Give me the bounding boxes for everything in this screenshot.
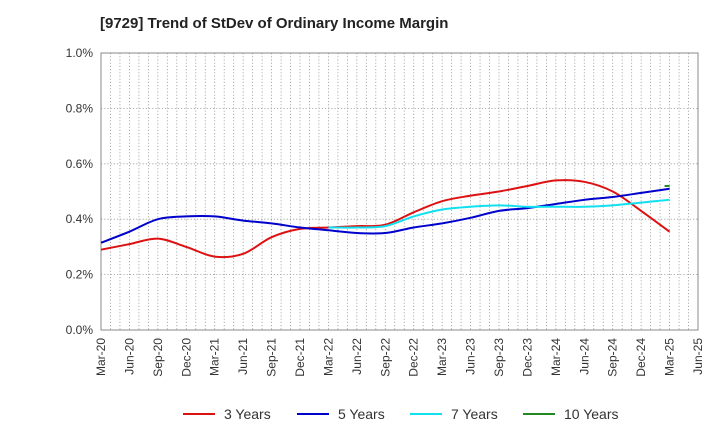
x-tick-label: Jun-20 bbox=[122, 338, 136, 375]
x-tick-label: Jun-24 bbox=[577, 338, 591, 375]
y-tick-label: 0.2% bbox=[66, 268, 94, 282]
plot-border bbox=[100, 52, 699, 331]
x-tick-label: Sep-24 bbox=[606, 338, 620, 377]
series-lines bbox=[100, 179, 671, 259]
x-tick-label: Mar-20 bbox=[94, 338, 108, 376]
y-tick-label: 0.4% bbox=[66, 212, 94, 226]
x-tick-label: Sep-21 bbox=[265, 338, 279, 377]
legend-label: 5 Years bbox=[338, 406, 385, 422]
x-tick-label: Mar-22 bbox=[321, 338, 335, 376]
y-tick-label: 0.0% bbox=[66, 323, 94, 337]
x-tick-label: Dec-21 bbox=[293, 338, 307, 377]
x-tick-label: Sep-22 bbox=[378, 338, 392, 377]
x-tick-label: Mar-25 bbox=[663, 338, 677, 376]
grid bbox=[101, 53, 698, 330]
legend-label: 10 Years bbox=[564, 406, 619, 422]
x-tick-label: Dec-23 bbox=[520, 338, 534, 377]
x-tick-label: Mar-24 bbox=[549, 338, 563, 376]
x-tick-label: Jun-23 bbox=[464, 338, 478, 375]
x-tick-label: Jun-25 bbox=[691, 338, 705, 375]
x-tick-label: Dec-20 bbox=[179, 338, 193, 377]
x-tick-label: Mar-23 bbox=[435, 338, 449, 376]
x-tick-label: Jun-21 bbox=[236, 338, 250, 375]
x-tick-label: Dec-22 bbox=[407, 338, 421, 377]
y-tick-label: 0.6% bbox=[66, 157, 94, 171]
x-tick-label: Sep-23 bbox=[492, 338, 506, 377]
y-tick-label: 1.0% bbox=[66, 46, 94, 60]
x-tick-label: Jun-22 bbox=[350, 338, 364, 375]
legend-label: 7 Years bbox=[451, 406, 498, 422]
x-tick-label: Dec-24 bbox=[634, 338, 648, 377]
y-tick-label: 0.8% bbox=[66, 101, 94, 115]
x-tick-label: Mar-21 bbox=[208, 338, 222, 376]
series-line-3-years bbox=[100, 179, 671, 259]
legend-label: 3 Years bbox=[224, 406, 271, 422]
x-tick-label: Sep-20 bbox=[151, 338, 165, 377]
axes: 0.0% 0.2% 0.4% 0.6% 0.8% 1.0% Mar-20 Jun-20 Sep-… bbox=[66, 46, 705, 377]
series-line-7-years bbox=[328, 198, 670, 229]
series-line-5-years bbox=[100, 187, 670, 244]
chart-title: [9729] Trend of StDev of Ordinary Income… bbox=[100, 15, 449, 32]
legend: 3 Years 5 Years 7 Years 10 Years bbox=[183, 406, 619, 422]
